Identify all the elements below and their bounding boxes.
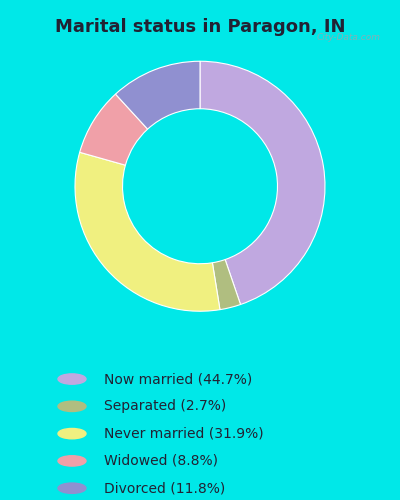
Text: Never married (31.9%): Never married (31.9%): [104, 426, 264, 440]
Wedge shape: [116, 61, 200, 129]
Text: Marital status in Paragon, IN: Marital status in Paragon, IN: [55, 18, 345, 36]
Wedge shape: [80, 94, 148, 165]
Text: Now married (44.7%): Now married (44.7%): [104, 372, 252, 386]
Circle shape: [58, 428, 86, 439]
Wedge shape: [75, 152, 220, 311]
Circle shape: [58, 401, 86, 411]
Circle shape: [58, 456, 86, 466]
Text: Widowed (8.8%): Widowed (8.8%): [104, 454, 218, 468]
Circle shape: [58, 483, 86, 494]
Wedge shape: [200, 61, 325, 304]
Wedge shape: [212, 260, 240, 310]
Text: Divorced (11.8%): Divorced (11.8%): [104, 481, 225, 495]
Text: City-Data.com: City-Data.com: [316, 34, 380, 42]
Circle shape: [58, 374, 86, 384]
Text: Separated (2.7%): Separated (2.7%): [104, 400, 226, 413]
